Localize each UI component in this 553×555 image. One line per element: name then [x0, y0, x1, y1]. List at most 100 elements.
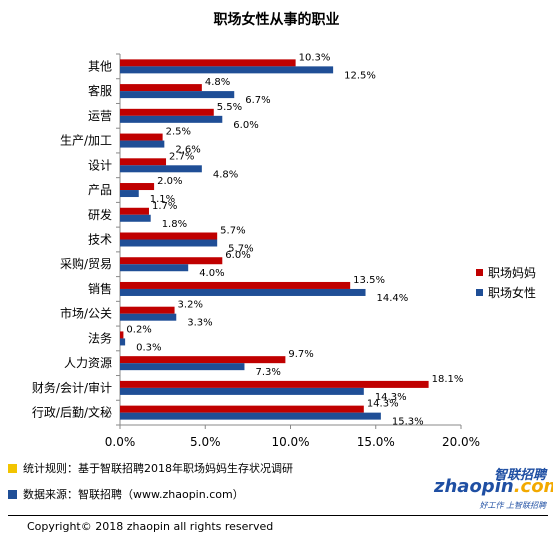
x-tick-label: 10.0%: [271, 435, 309, 449]
category-label: 行政/后勤/文秘: [32, 405, 112, 420]
category-label: 客服: [88, 83, 112, 98]
legend-label: 职场妈妈: [488, 266, 536, 280]
bar-mothers: [120, 356, 286, 364]
category-label: 采购/贸易: [60, 256, 112, 271]
category-label: 研发: [88, 207, 112, 222]
logo-en: zhaopin.com: [434, 476, 553, 497]
value-label-women: 3.3%: [187, 318, 212, 329]
value-label-mothers: 0.2%: [126, 324, 151, 335]
legend-swatch: [476, 269, 483, 276]
value-label-mothers: 10.3%: [299, 52, 331, 63]
value-label-women: 14.3%: [375, 392, 407, 403]
bar-mothers: [120, 108, 214, 116]
category-label: 法务: [88, 330, 112, 345]
bar-women: [120, 66, 334, 74]
bar-mothers: [120, 281, 351, 289]
value-label-mothers: 3.2%: [178, 300, 203, 311]
x-tick-label: 15.0%: [357, 435, 395, 449]
bar-women: [120, 387, 364, 395]
bar-women: [120, 115, 223, 123]
bar-mothers: [120, 331, 124, 339]
bar-mothers: [120, 84, 202, 92]
value-label-women: 6.7%: [245, 95, 270, 106]
bar-mothers: [120, 158, 167, 166]
legend-label: 职场女性: [488, 285, 536, 300]
value-label-mothers: 2.7%: [169, 151, 194, 162]
bar-mothers: [120, 405, 364, 413]
bar-chart: 0.0% 5.0% 10.0% 15.0% 20.0% 其他 10.3% 12.5% 客服 4.8…: [32, 52, 536, 449]
data-source-text: 数据来源：智联招聘（www.zhaopin.com）: [23, 488, 244, 501]
logo-en-dot: .com: [513, 476, 553, 497]
value-label-women: 5.7%: [228, 244, 253, 255]
copyright-text: Copyright© 2018 zhaopin all rights reser…: [27, 520, 274, 533]
bar-mothers: [120, 207, 149, 215]
category-label: 运营: [88, 109, 112, 123]
bar-women: [120, 165, 202, 173]
value-label-mothers: 13.5%: [353, 275, 385, 286]
value-label-mothers: 18.1%: [432, 374, 464, 385]
value-label-mothers: 5.5%: [217, 102, 242, 113]
category-label: 其他: [88, 59, 112, 73]
category-label: 财务/会计/审计: [32, 380, 112, 395]
x-tick-label: 0.0%: [105, 435, 136, 449]
value-label-mothers: 2.5%: [166, 127, 191, 138]
bar-women: [120, 412, 381, 420]
value-label-women: 12.5%: [344, 70, 376, 81]
bar-women: [120, 190, 139, 198]
legend-swatch: [476, 289, 483, 296]
value-label-mothers: 2.0%: [157, 176, 182, 187]
value-label-mothers: 6.0%: [225, 250, 250, 261]
bar-women: [120, 264, 189, 272]
stat-rule-note: 统计规则：基于智联招聘2018年职场妈妈生存状况调研: [8, 460, 293, 476]
stat-rule-text: 统计规则：基于智联招聘2018年职场妈妈生存状况调研: [23, 462, 293, 475]
bar-women: [120, 239, 218, 247]
logo-cn: 智联招聘: [493, 468, 546, 483]
bar-mothers: [120, 306, 175, 314]
x-tick-label: 20.0%: [442, 435, 480, 449]
value-label-mothers: 1.7%: [152, 201, 177, 212]
category-label: 市场/公关: [60, 306, 112, 321]
value-label-women: 0.3%: [136, 342, 161, 353]
category-label: 产品: [88, 183, 112, 197]
chart-title: 职场女性从事的职业: [213, 12, 340, 28]
bar-mothers: [120, 380, 429, 388]
zhaopin-logo: 智联招聘 zhaopin.com 好工作 上智联招聘: [434, 464, 553, 512]
category-label: 设计: [88, 158, 112, 172]
category-label: 技术: [88, 233, 112, 247]
bar-mothers: [120, 257, 223, 265]
value-label-women: 4.0%: [199, 268, 224, 279]
bar-women: [120, 91, 235, 99]
bar-women: [120, 288, 366, 296]
value-label-mothers: 14.3%: [367, 399, 399, 410]
x-tick-label: 5.0%: [190, 435, 221, 449]
bar-mothers: [120, 133, 163, 141]
value-label-women: 1.1%: [150, 194, 175, 205]
data-source-note: 数据来源：智联招聘（www.zhaopin.com）: [8, 486, 244, 502]
value-label-women: 7.3%: [255, 367, 280, 378]
category-label: 生产/加工: [60, 134, 112, 148]
bar-mothers: [120, 232, 218, 240]
yellow-square-icon: [8, 464, 17, 473]
value-label-women: 1.8%: [162, 219, 187, 230]
bar-mothers: [120, 183, 155, 191]
value-label-women: 15.3%: [392, 417, 424, 428]
category-label: 销售: [88, 281, 112, 296]
bar-women: [120, 214, 151, 222]
value-label-women: 2.6%: [175, 145, 200, 156]
bar-women: [120, 363, 245, 371]
logo-slogan: 好工作 上智联招聘: [479, 501, 546, 510]
value-label-mothers: 4.8%: [205, 77, 230, 88]
blue-square-icon: [8, 490, 17, 499]
footer-divider: [8, 515, 548, 516]
bar-mothers: [120, 59, 296, 67]
value-label-women: 6.0%: [233, 120, 258, 131]
value-label-mothers: 9.7%: [288, 349, 313, 360]
bar-women: [120, 140, 165, 148]
category-label: 人力资源: [64, 356, 112, 370]
bar-women: [120, 313, 177, 321]
value-label-mothers: 5.7%: [220, 226, 245, 237]
bar-women: [120, 338, 126, 346]
value-label-women: 14.4%: [377, 293, 409, 304]
value-label-women: 4.8%: [213, 169, 238, 180]
logo-en-main: zhaopin: [434, 476, 514, 497]
